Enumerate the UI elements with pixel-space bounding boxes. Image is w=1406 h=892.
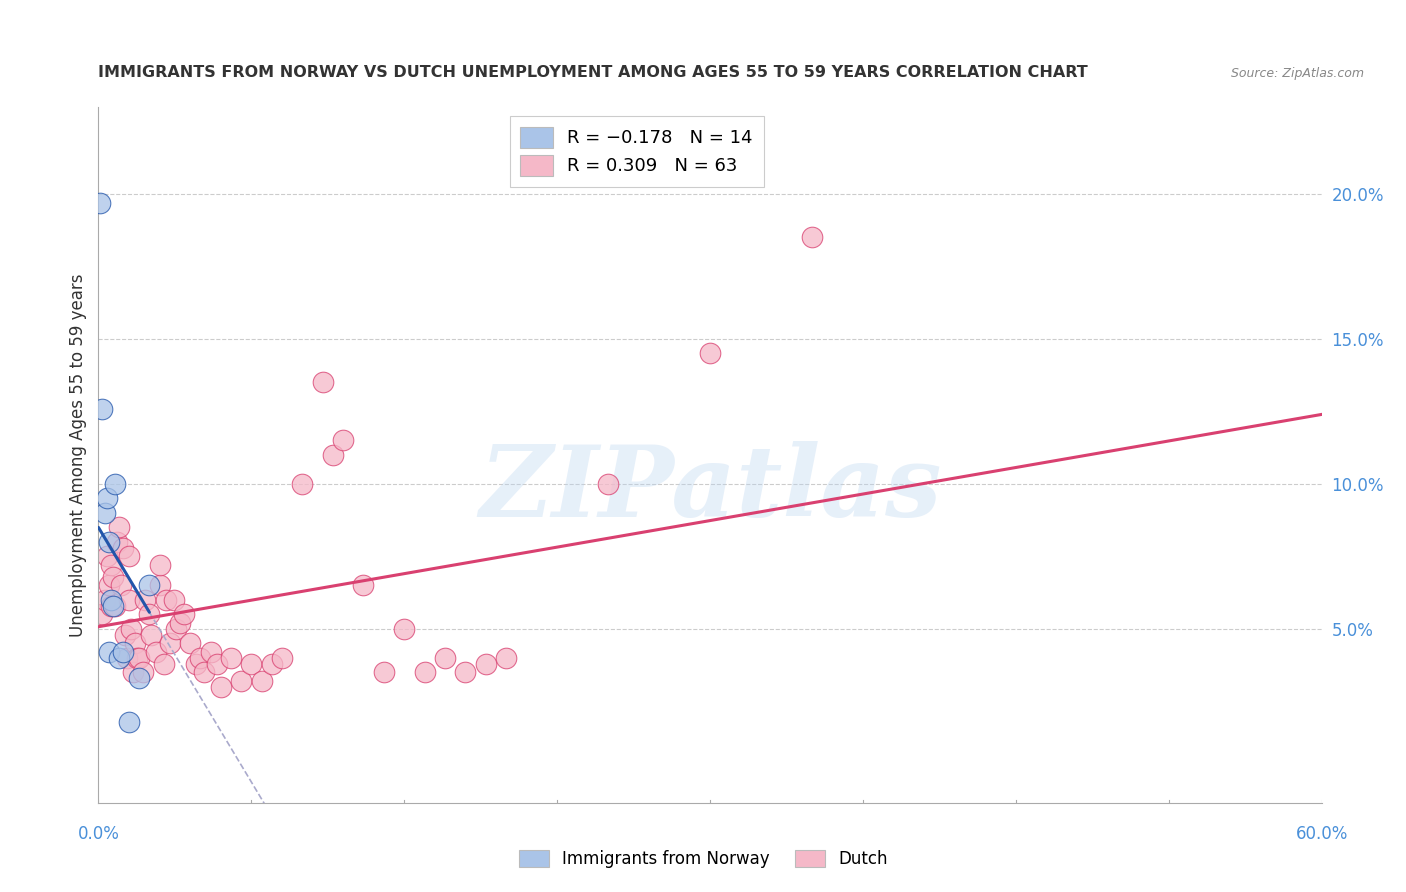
Y-axis label: Unemployment Among Ages 55 to 59 years: Unemployment Among Ages 55 to 59 years (69, 273, 87, 637)
Legend: R = −0.178   N = 14, R = 0.309   N = 63: R = −0.178 N = 14, R = 0.309 N = 63 (509, 116, 763, 186)
Point (124, 636, 146, 650)
Point (96, 549, 118, 564)
Point (96, 491, 118, 506)
Point (111, 645, 134, 659)
Point (209, 680, 232, 694)
Point (413, 665, 436, 680)
Point (322, 448, 344, 462)
Point (173, 607, 195, 622)
Point (105, 535, 128, 549)
Point (179, 636, 201, 650)
Point (188, 651, 212, 665)
Point (145, 645, 167, 659)
Point (127, 651, 149, 665)
Point (598, 476, 620, 491)
Point (93, 506, 115, 520)
Point (149, 558, 172, 573)
Point (141, 628, 163, 642)
Point (108, 520, 131, 534)
Point (699, 346, 721, 360)
Point (110, 578, 132, 592)
Point (132, 665, 155, 680)
Point (219, 651, 242, 665)
Point (138, 578, 160, 592)
Point (474, 657, 498, 671)
Point (373, 665, 395, 680)
Point (120, 622, 142, 636)
Point (100, 558, 122, 573)
Point (163, 592, 186, 607)
Point (100, 599, 122, 613)
Point (97, 578, 120, 592)
Point (291, 476, 314, 491)
Legend: Immigrants from Norway, Dutch: Immigrants from Norway, Dutch (512, 843, 894, 875)
Point (250, 674, 273, 689)
Point (128, 651, 150, 665)
Point (89, 195, 111, 210)
Point (801, 230, 824, 244)
Point (134, 592, 156, 607)
Point (101, 570, 124, 584)
Point (114, 628, 136, 642)
Point (352, 578, 374, 592)
Point (231, 674, 253, 689)
Point (159, 636, 181, 650)
Point (149, 578, 172, 592)
Point (128, 671, 150, 685)
Point (495, 651, 517, 665)
Text: ZIPatlas: ZIPatlas (479, 442, 941, 538)
Point (270, 651, 294, 665)
Point (200, 645, 222, 659)
Point (101, 599, 124, 613)
Text: 60.0%: 60.0% (1295, 825, 1348, 843)
Point (122, 665, 145, 680)
Point (91, 401, 114, 416)
Point (165, 622, 187, 636)
Point (332, 434, 354, 448)
Point (118, 592, 141, 607)
Point (104, 599, 127, 613)
Point (138, 607, 160, 622)
Text: 0.0%: 0.0% (77, 825, 120, 843)
Point (193, 665, 215, 680)
Point (155, 592, 177, 607)
Point (260, 657, 283, 671)
Point (312, 376, 335, 390)
Point (240, 657, 263, 671)
Point (97, 645, 120, 659)
Point (454, 665, 477, 680)
Point (186, 657, 208, 671)
Point (100, 592, 122, 607)
Text: Source: ZipAtlas.com: Source: ZipAtlas.com (1230, 67, 1364, 80)
Point (91, 607, 114, 622)
Point (169, 615, 191, 630)
Text: IMMIGRANTS FROM NORWAY VS DUTCH UNEMPLOYMENT AMONG AGES 55 TO 59 YEARS CORRELATI: IMMIGRANTS FROM NORWAY VS DUTCH UNEMPLOY… (98, 65, 1088, 80)
Point (434, 651, 457, 665)
Point (205, 657, 228, 671)
Point (104, 476, 127, 491)
Point (118, 714, 141, 729)
Point (111, 541, 134, 555)
Point (93, 592, 115, 607)
Point (108, 651, 131, 665)
Point (118, 549, 141, 564)
Point (392, 622, 416, 636)
Point (115, 651, 138, 665)
Point (97, 535, 120, 549)
Point (152, 657, 174, 671)
